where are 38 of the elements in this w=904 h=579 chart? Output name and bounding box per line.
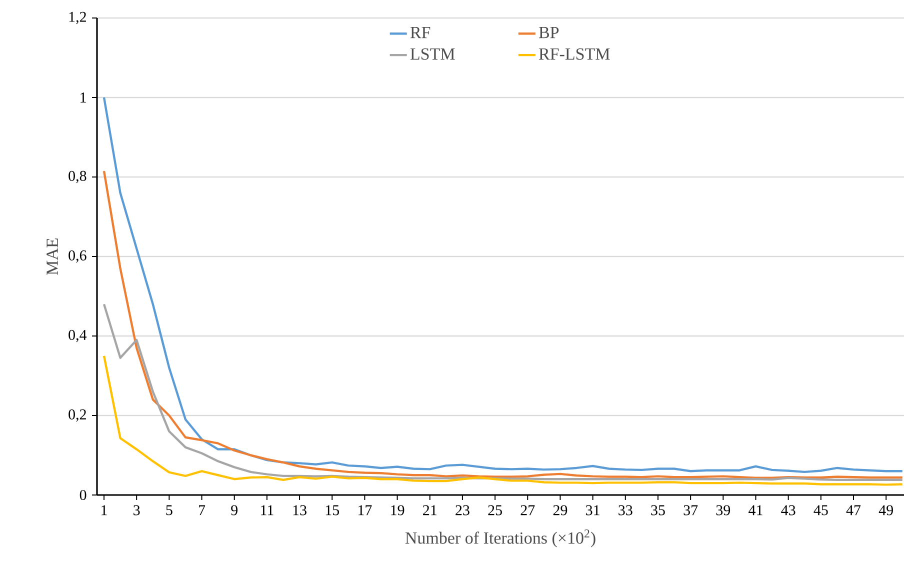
x-tick-label: 25 — [488, 505, 502, 516]
x-tick-label: 33 — [618, 505, 632, 516]
x-tick-label: 15 — [326, 505, 340, 516]
y-tick-label: 0,4 — [68, 330, 87, 342]
legend-label: RF — [410, 26, 430, 38]
x-tick-label: 17 — [358, 505, 372, 516]
legend-label: LSTM — [410, 48, 455, 60]
x-tick-label: 27 — [520, 505, 535, 516]
y-tick-label: 0,6 — [68, 250, 86, 263]
x-tick-label: 19 — [391, 505, 404, 516]
x-tick-label: 41 — [748, 505, 762, 516]
x-tick-label: 37 — [684, 505, 698, 516]
legend-label: BP — [538, 26, 559, 38]
y-tick-label: 1 — [80, 92, 86, 102]
x-tick-label: 1 — [102, 505, 107, 516]
x-tick-label: 7 — [199, 505, 206, 516]
y-tick-label: 0,2 — [68, 409, 86, 422]
x-tick-label: 49 — [878, 505, 893, 516]
x-tick-label: 47 — [846, 505, 861, 516]
y-axis-title: MAE — [46, 238, 58, 275]
x-tick-label: 31 — [586, 505, 600, 516]
x-tick-label: 11 — [261, 505, 274, 516]
x-tick-label: 43 — [781, 505, 796, 516]
x-tick-label: 23 — [456, 505, 470, 516]
x-tick-label: 21 — [423, 505, 436, 516]
x-tick-label: 29 — [553, 505, 568, 516]
x-tick-label: 45 — [814, 505, 828, 516]
legend-label: RF-LSTM — [538, 48, 610, 60]
x-tick-label: 9 — [231, 505, 238, 516]
x-tick-label: 13 — [293, 505, 306, 516]
y-tick-label: 0,8 — [68, 170, 86, 184]
x-tick-label: 3 — [134, 505, 140, 516]
x-tick-label: 35 — [651, 505, 665, 516]
x-tick-label: 5 — [166, 505, 172, 516]
y-tick-label: 1,2 — [69, 12, 86, 24]
x-axis-title: Number of Iterations (×10$^{2}$) — [405, 529, 596, 548]
x-tick-label: 39 — [716, 505, 730, 516]
y-tick-label: 0 — [80, 490, 86, 500]
